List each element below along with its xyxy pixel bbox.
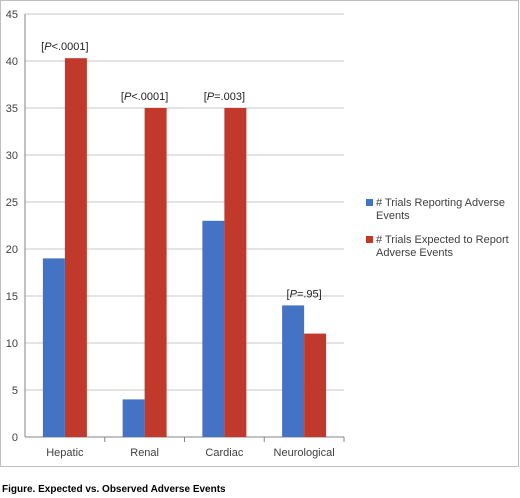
- legend-label: # Trials Expected to Report Adverse Event…: [376, 234, 509, 259]
- y-tick-label: 15: [6, 291, 18, 303]
- category-label: Cardiac: [205, 447, 243, 459]
- y-tick-label: 35: [6, 103, 18, 115]
- y-tick-label: 5: [12, 385, 18, 397]
- bar: [224, 108, 247, 437]
- y-tick-label: 30: [6, 150, 18, 162]
- p-value-annotation: [P=.95]: [287, 288, 322, 300]
- y-tick-label: 10: [6, 338, 18, 350]
- figure-caption: Figure. Expected vs. Observed Adverse Ev…: [2, 484, 226, 495]
- bar: [42, 258, 65, 437]
- y-tick-label: 25: [6, 197, 18, 209]
- bar: [122, 399, 145, 437]
- bar-chart: 0 5 10 15 20 25 30 35 40 45 Hepatic Renal Cardiac Neu…: [6, 9, 509, 459]
- chart-frame: 0 5 10 15 20 25 30 35 40 45 Hepatic Renal Cardiac Neu…: [0, 0, 519, 467]
- legend-swatch: [366, 236, 373, 243]
- category-label: Hepatic: [46, 447, 84, 459]
- y-tick-label: 40: [6, 56, 18, 68]
- y-tick-label: 20: [6, 244, 18, 256]
- legend-label: # Trials Reporting Adverse Events: [376, 197, 505, 222]
- p-value-annotation: [P=.003]: [204, 91, 245, 103]
- bar: [304, 333, 327, 437]
- category-label: Neurological: [274, 447, 335, 459]
- p-value-annotation: [P<.0001]: [121, 91, 168, 103]
- bar: [64, 58, 87, 438]
- legend-swatch: [366, 199, 373, 206]
- bar: [282, 305, 305, 437]
- y-tick-label: 45: [6, 9, 18, 21]
- bar: [144, 108, 167, 437]
- y-tick-label: 0: [12, 432, 18, 444]
- category-label: Renal: [130, 447, 159, 459]
- bar: [202, 220, 225, 437]
- p-value-annotation: [P<.0001]: [41, 41, 88, 53]
